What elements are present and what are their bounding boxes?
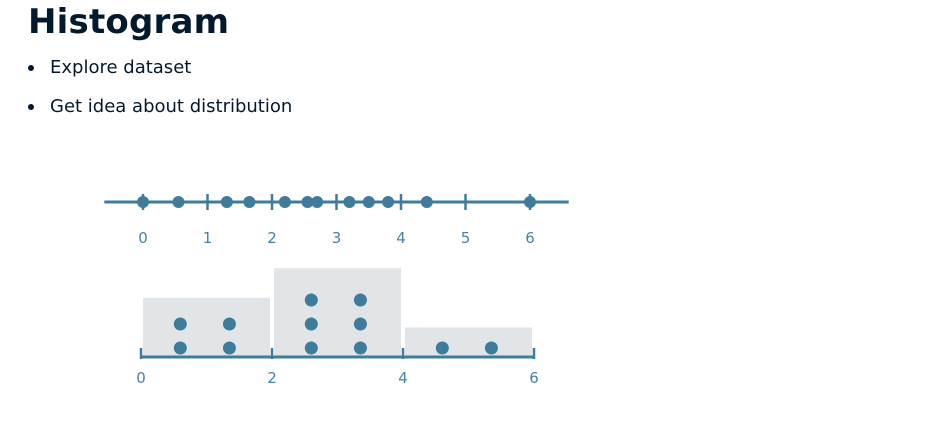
data-point: [362, 196, 375, 208]
bullet-icon: [28, 104, 34, 110]
bullet-item: Explore dataset: [28, 55, 292, 81]
bullet-item: Get idea about distribution: [28, 94, 292, 120]
number-line-tick-label: 2: [267, 229, 277, 247]
number-line-tick-label: 4: [396, 229, 406, 247]
histogram-bar: [274, 268, 401, 357]
data-point: [243, 196, 256, 208]
bullet-text: Get idea about distribution: [50, 96, 293, 117]
histogram-point: [173, 317, 187, 331]
histogram-point: [484, 341, 498, 355]
histogram-point: [435, 341, 449, 355]
histogram-bar: [405, 327, 532, 357]
data-point: [524, 196, 536, 208]
data-point: [172, 196, 185, 208]
histogram-point: [173, 341, 187, 355]
bullet-text: Explore dataset: [50, 57, 192, 78]
bullet-list: Explore dataset Get idea about distribut…: [28, 55, 292, 133]
data-point: [420, 196, 433, 208]
histogram-point: [222, 341, 236, 355]
histogram-chart: 0 2 4 6: [136, 268, 539, 387]
histogram-tick-label: 6: [529, 369, 539, 387]
data-point: [278, 196, 291, 208]
slide-title: Histogram: [28, 2, 230, 42]
histogram-tick-label: 2: [267, 369, 277, 387]
number-line-tick-label: 6: [525, 229, 535, 247]
data-point: [311, 196, 324, 208]
data-point: [137, 196, 149, 208]
histogram-point: [304, 341, 318, 355]
histogram-point: [353, 293, 367, 307]
number-line-tick-label: 5: [461, 229, 471, 247]
histogram-tick-label: 4: [398, 369, 408, 387]
number-line-tick-label: 1: [203, 229, 213, 247]
histogram-tick-label: 0: [136, 369, 146, 387]
histogram-point: [353, 341, 367, 355]
histogram-point: [304, 317, 318, 331]
data-point: [382, 196, 395, 208]
data-point: [220, 196, 233, 208]
data-point: [301, 196, 314, 208]
histogram-point: [353, 317, 367, 331]
number-line-tick-label: 3: [332, 229, 342, 247]
histogram-bar: [143, 297, 270, 357]
data-point: [343, 196, 356, 208]
number-line-dotplot: 0 1 2 3 4 5 6: [104, 194, 569, 247]
histogram-point: [222, 317, 236, 331]
bullet-icon: [28, 65, 34, 71]
number-line-tick-label: 0: [138, 229, 148, 247]
histogram-point: [304, 293, 318, 307]
